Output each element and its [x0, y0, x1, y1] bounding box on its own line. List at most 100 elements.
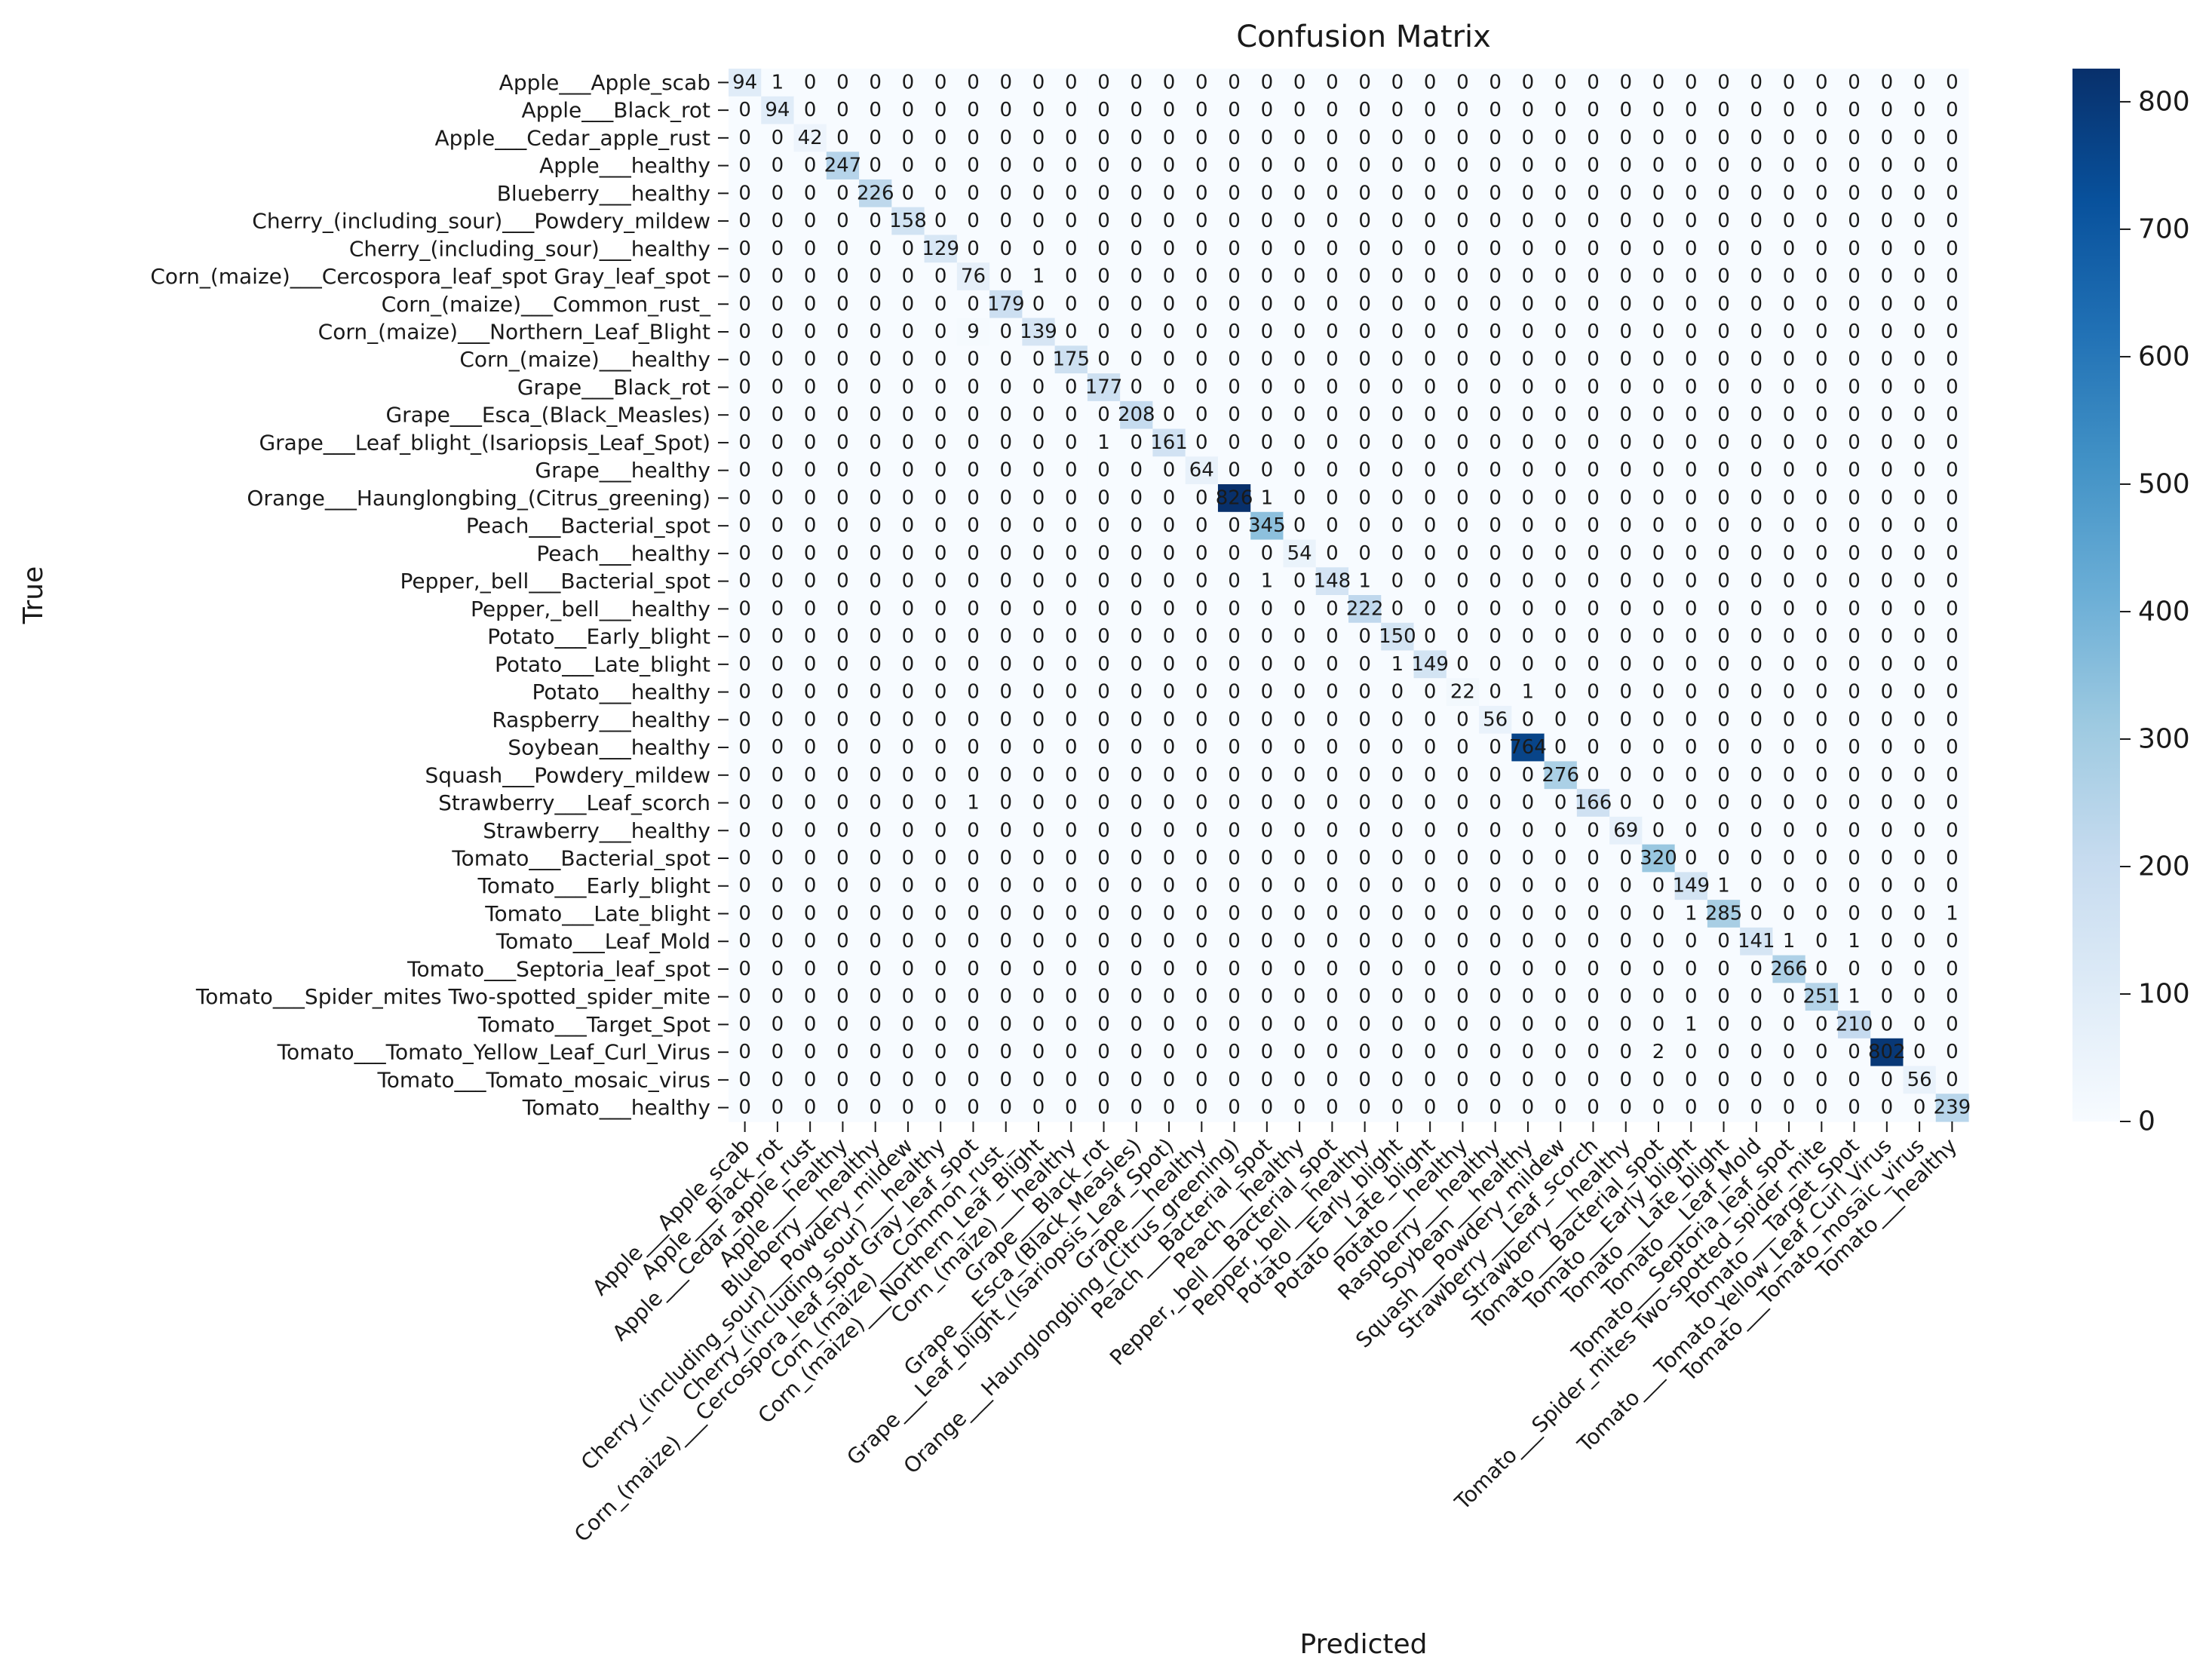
- cell-value-label: 0: [1750, 625, 1763, 648]
- cell-value-label: 0: [1293, 99, 1306, 121]
- cell-value-label: 0: [1946, 875, 1959, 897]
- heatmap-cell: [1642, 235, 1676, 263]
- heatmap-cell: [761, 345, 795, 374]
- cell-value-label: 0: [1391, 792, 1404, 815]
- cell-value-label: 0: [1032, 293, 1045, 315]
- cell-value-label: 0: [1587, 403, 1600, 426]
- heatmap-cell: [1772, 96, 1806, 125]
- cell-value-label: 0: [1261, 459, 1274, 482]
- cell-value-label: 0: [967, 127, 980, 149]
- cell-value-label: 0: [1946, 708, 1959, 731]
- heatmap-cell: [1185, 69, 1219, 97]
- cell-value-label: 0: [1391, 847, 1404, 870]
- cell-value-label: 0: [836, 930, 849, 953]
- cell-value-label: 0: [1652, 597, 1665, 620]
- cell-value-label: 0: [1131, 986, 1143, 1008]
- cell-value-label: 0: [1489, 542, 1502, 565]
- heatmap-cell: [1642, 207, 1676, 236]
- heatmap-cell: [1576, 262, 1610, 291]
- cell-value-label: 0: [1261, 376, 1274, 398]
- cell-value-label: 0: [1065, 764, 1078, 787]
- heatmap-cell: [1511, 207, 1545, 236]
- cell-value-label: 0: [1228, 986, 1241, 1008]
- cell-value-label: 0: [804, 681, 817, 704]
- heatmap-cell: [1381, 290, 1415, 319]
- cell-value-label: 0: [1489, 486, 1502, 509]
- cell-value-label: 0: [1815, 681, 1828, 704]
- cell-value-label: 0: [1489, 1041, 1502, 1063]
- cell-value-label: 0: [1228, 403, 1241, 426]
- cell-value-label: 0: [1815, 625, 1828, 648]
- cell-value-label: 0: [1293, 321, 1306, 343]
- cell-value-label: 0: [1652, 1013, 1665, 1035]
- cell-value-label: 0: [1750, 736, 1763, 759]
- cell-value-label: 0: [999, 902, 1012, 925]
- cell-value-label: 0: [1131, 376, 1143, 398]
- cell-value-label: 0: [1293, 265, 1306, 288]
- cell-value-label: 0: [836, 210, 849, 232]
- cell-value-label: 0: [1195, 514, 1208, 537]
- heatmap-cell: [1772, 207, 1806, 236]
- cell-value-label: 0: [1783, 155, 1796, 177]
- heatmap-cell: [1022, 345, 1056, 374]
- heatmap-cell: [1870, 124, 1904, 152]
- cell-value-label: 0: [1261, 431, 1274, 454]
- cell-value-label: 0: [1815, 431, 1828, 454]
- cell-value-label: 0: [1032, 902, 1045, 925]
- cell-value-label: 0: [1195, 431, 1208, 454]
- y-tick-label: Grape___Leaf_blight_(Isariopsis_Leaf_Spo…: [259, 430, 710, 455]
- cell-value-label: 0: [804, 348, 817, 371]
- heatmap-cell: [826, 124, 860, 152]
- cell-value-label: 0: [1913, 681, 1926, 704]
- cell-value-label: 0: [1195, 708, 1208, 731]
- cell-value-label: 0: [1554, 1069, 1567, 1091]
- cell-value-label: 0: [1522, 1097, 1535, 1119]
- cell-value-label: 0: [1522, 321, 1535, 343]
- cell-value-label: 0: [934, 681, 947, 704]
- cell-value-label: 0: [804, 736, 817, 759]
- cell-value-label: 0: [1358, 792, 1371, 815]
- cell-value-label: 0: [804, 570, 817, 593]
- cell-value-label: 0: [1881, 1069, 1894, 1091]
- cell-value-label: 0: [999, 155, 1012, 177]
- cell-value-label: 0: [1750, 431, 1763, 454]
- cell-value-label: 0: [1131, 265, 1143, 288]
- cell-value-label: 0: [1685, 403, 1698, 426]
- cell-value-label: 0: [1293, 792, 1306, 815]
- cell-value-label: 0: [1587, 293, 1600, 315]
- cell-value-label: 0: [836, 708, 849, 731]
- cell-value-label: 0: [1489, 875, 1502, 897]
- heatmap-cell: [1381, 318, 1415, 346]
- heatmap-cell: [1381, 262, 1415, 291]
- cell-value-label: 0: [836, 431, 849, 454]
- cell-value-label: 0: [1293, 847, 1306, 870]
- cell-value-label: 0: [1946, 570, 1959, 593]
- cell-value-label: 0: [1848, 1069, 1861, 1091]
- cell-value-label: 0: [1815, 182, 1828, 204]
- cell-value-label: 0: [1326, 875, 1339, 897]
- cell-value-label: 129: [922, 238, 959, 260]
- heatmap-cell: [1837, 345, 1871, 374]
- heatmap-cell: [859, 290, 892, 319]
- cell-value-label: 0: [1489, 265, 1502, 288]
- heatmap-cell: [1413, 124, 1447, 152]
- cell-value-label: 0: [1848, 958, 1861, 980]
- cell-value-label: 0: [1032, 127, 1045, 149]
- heatmap-cell: [956, 69, 990, 97]
- cell-value-label: 0: [1489, 403, 1502, 426]
- cell-value-label: 0: [1717, 265, 1730, 288]
- heatmap-cell: [1446, 179, 1480, 208]
- cell-value-label: 0: [999, 542, 1012, 565]
- cell-value-label: 0: [1391, 1097, 1404, 1119]
- cell-value-label: 0: [1848, 403, 1861, 426]
- cell-value-label: 0: [1326, 1069, 1339, 1091]
- cell-value-label: 0: [1815, 293, 1828, 315]
- heatmap-cell: [1903, 262, 1937, 291]
- cell-value-label: 0: [1913, 71, 1926, 94]
- heatmap-cell: [1348, 207, 1382, 236]
- heatmap-cell: [793, 345, 827, 374]
- cell-value-label: 0: [804, 930, 817, 953]
- cell-value-label: 0: [1717, 570, 1730, 593]
- cell-value-label: 0: [1391, 570, 1404, 593]
- cell-value-label: 166: [1575, 792, 1612, 815]
